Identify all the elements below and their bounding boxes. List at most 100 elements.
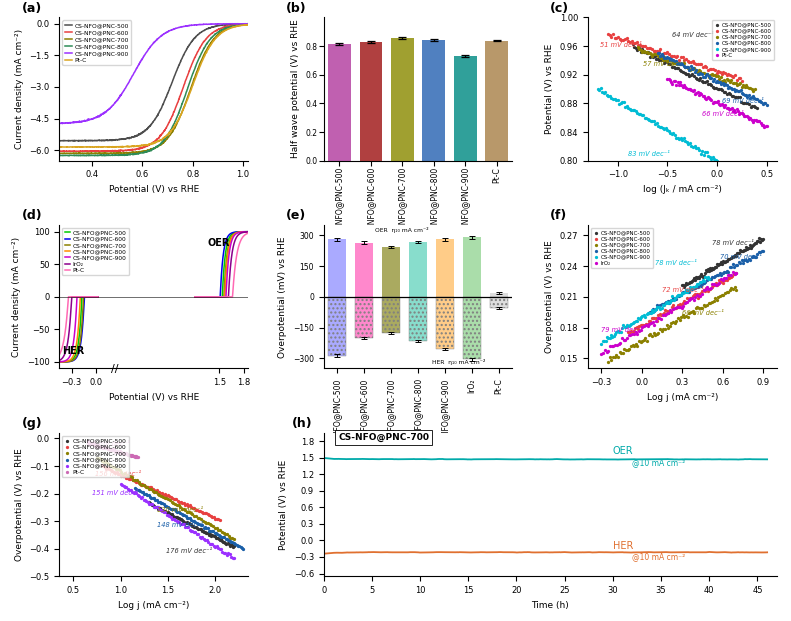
CS-NFO@PNC-700: [199, 517, 211, 527]
Pt-C: [243, 21, 252, 29]
CS-NFO@PNC-700: [683, 65, 696, 75]
CS-NFO@PNC-500: [645, 51, 658, 61]
CS-NFO@PNC-800: [657, 52, 669, 61]
CS-NFO@PNC-800: [721, 84, 734, 94]
CS-NFO@PNC-800: [55, 358, 64, 366]
CS-NFO@PNC-500: [727, 252, 740, 261]
CS-NFO@PNC-600: [657, 48, 670, 58]
CS-NFO@PNC-800: [729, 86, 741, 96]
CS-NFO@PNC-900: [675, 133, 687, 143]
CS-NFO@PNC-800: [675, 58, 687, 68]
CS-NFO@PNC-700: [664, 320, 676, 330]
CS-NFO@PNC-800: [141, 490, 153, 500]
CS-NFO@PNC-800: [211, 530, 224, 540]
IrO₂: [649, 316, 662, 326]
CS-NFO@PNC-700: [675, 312, 687, 322]
Text: 66 mV dec⁻¹: 66 mV dec⁻¹: [683, 310, 725, 316]
CS-NFO@PNC-900: [133, 491, 146, 501]
CS-NFO@PNC-500: [78, 293, 87, 301]
CS-NFO@PNC-500: [639, 47, 652, 57]
CS-NFO@PNC-500: [736, 247, 748, 256]
CS-NFO@PNC-800: [738, 90, 751, 100]
CS-NFO@PNC-700: [610, 350, 623, 360]
Text: 35 mV dec⁻¹: 35 mV dec⁻¹: [88, 441, 130, 447]
Pt-C: [89, 441, 102, 451]
CS-NFO@PNC-500: [706, 82, 719, 92]
Y-axis label: Potential (V) vs RHE: Potential (V) vs RHE: [545, 44, 554, 134]
Pt-C: [681, 84, 694, 94]
CS-NFO@PNC-900: [638, 113, 651, 123]
Pt-C: [693, 90, 706, 100]
CS-NFO@PNC-800: [133, 485, 146, 495]
Pt-C: [743, 114, 755, 124]
CS-NFO@PNC-500: [713, 259, 725, 269]
CS-NFO@PNC-900: [679, 136, 692, 146]
Bar: [437, 239, 454, 297]
CS-NFO@PNC-900: [203, 538, 216, 548]
CS-NFO@PNC-700: [685, 64, 698, 74]
Pt-C: [115, 448, 128, 458]
CS-NFO@PNC-800: [204, 526, 217, 536]
CS-NFO@PNC-900: [685, 140, 698, 150]
CS-NFO@PNC-800: [680, 62, 693, 72]
CS-NFO@PNC-700: [148, 487, 161, 497]
X-axis label: Time (h): Time (h): [532, 601, 569, 610]
Line: CS-NFO@PNC-500: CS-NFO@PNC-500: [59, 24, 248, 141]
CS-NFO@PNC-800: [665, 296, 678, 306]
CS-NFO@PNC-800: [193, 519, 206, 529]
CS-NFO@PNC-700: [677, 58, 690, 68]
Pt-C: [715, 99, 728, 109]
IrO₂: [652, 313, 664, 323]
CS-NFO@PNC-500: [642, 47, 655, 57]
CS-NFO@PNC-600: [683, 293, 696, 303]
CS-NFO@PNC-900: [613, 99, 626, 109]
Pt-C: [106, 445, 119, 455]
Pt-C: [717, 102, 730, 112]
IrO₂: [664, 305, 676, 315]
Bar: [490, 297, 508, 308]
CS-NFO@PNC-500: [669, 63, 682, 73]
CS-NFO@PNC-900: [617, 320, 630, 330]
CS-NFO@PNC-500: [736, 246, 749, 256]
CS-NFO@PNC-900: [642, 114, 654, 124]
IrO₂: [718, 273, 731, 283]
CS-NFO@PNC-800: [665, 54, 678, 64]
Line: CS-NFO@PNC-600: CS-NFO@PNC-600: [59, 24, 248, 152]
CS-NFO@PNC-900: [600, 91, 613, 101]
IrO₂: [648, 320, 660, 330]
CS-NFO@PNC-900: [621, 320, 634, 330]
CS-NFO@PNC-800: [55, 358, 64, 366]
CS-NFO@PNC-500: [712, 260, 725, 270]
CS-NFO@PNC-700: [219, 529, 232, 539]
Pt-C: [751, 116, 763, 126]
CS-NFO@PNC-600: [142, 482, 154, 492]
CS-NFO@PNC-600: [76, 148, 85, 155]
CS-NFO@PNC-800: [752, 96, 765, 106]
CS-NFO@PNC-900: [117, 481, 130, 491]
CS-NFO@PNC-600: [131, 477, 144, 487]
CS-NFO@PNC-600: [706, 282, 718, 292]
CS-NFO@PNC-700: [78, 305, 88, 312]
Pt-C: [736, 108, 748, 118]
CS-NFO@PNC-900: [647, 307, 660, 317]
CS-NFO@PNC-600: [140, 482, 153, 492]
CS-NFO@PNC-800: [716, 78, 729, 88]
CS-NFO@PNC-900: [683, 138, 696, 148]
IrO₂: [702, 284, 715, 294]
CS-NFO@PNC-600: [209, 514, 221, 524]
Pt-C: [89, 440, 101, 450]
CS-NFO@PNC-900: [212, 543, 225, 553]
CS-NFO@PNC-800: [754, 247, 766, 257]
CS-NFO@PNC-600: [212, 514, 225, 524]
CS-NFO@PNC-800: [651, 300, 664, 310]
CS-NFO@PNC-700: [626, 340, 639, 350]
CS-NFO@PNC-600: [730, 268, 743, 278]
CS-NFO@PNC-700: [91, 453, 104, 463]
CS-NFO@PNC-600: [195, 507, 208, 517]
CS-NFO@PNC-700: [78, 315, 87, 323]
Pt-C: [753, 116, 766, 126]
CS-NFO@PNC-600: [727, 73, 740, 83]
CS-NFO@PNC-500: [144, 499, 157, 509]
CS-NFO@PNC-500: [676, 67, 689, 77]
CS-NFO@PNC-800: [152, 497, 165, 507]
